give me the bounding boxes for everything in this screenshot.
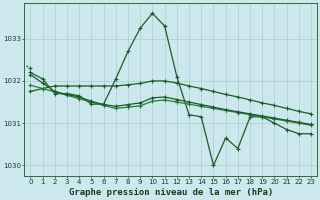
X-axis label: Graphe pression niveau de la mer (hPa): Graphe pression niveau de la mer (hPa) xyxy=(68,188,273,197)
